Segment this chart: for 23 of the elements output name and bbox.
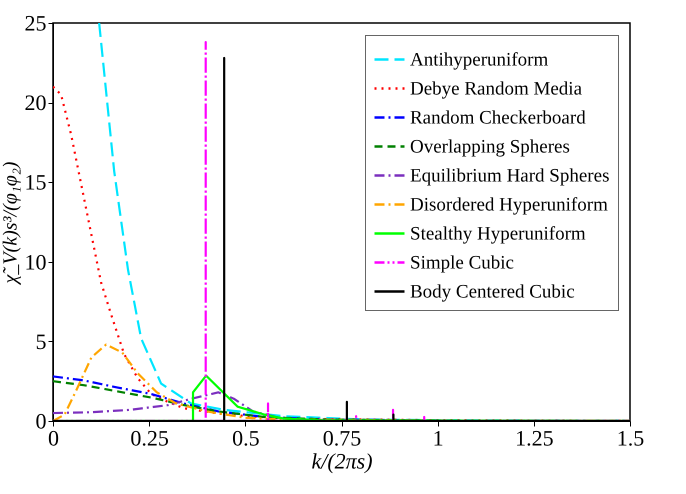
- legend-label: Stealthy Hyperuniform: [410, 224, 586, 244]
- x-tick-label: 1: [432, 426, 444, 450]
- y-axis-title: χ̃_V(k)s³/(φ₁φ₂): [0, 161, 22, 286]
- x-axis-title: k/(2πs): [311, 448, 373, 474]
- y-tick-label: 10: [24, 249, 46, 274]
- y-tick-label: 20: [24, 90, 46, 116]
- x-tick-label: 1.5: [616, 426, 644, 450]
- y-tick-label: 15: [24, 170, 46, 195]
- legend-label: Debye Random Media: [410, 78, 583, 100]
- y-tick-label: 0: [36, 408, 46, 434]
- x-tick-label: 0.5: [232, 426, 260, 450]
- legend-label: Body Centered Cubic: [410, 282, 575, 302]
- legend-label: Random Checkerboard: [410, 108, 586, 128]
- x-tick-label: 1.25: [515, 426, 554, 450]
- legend-label: Equilibrium Hard Spheres: [410, 166, 610, 186]
- legend-label: Simple Cubic: [410, 252, 514, 274]
- x-tick-label: 0.75: [322, 426, 362, 450]
- legend-label: Disordered Hyperuniform: [410, 194, 608, 216]
- y-tick-label: 5: [36, 328, 46, 354]
- legend-label: Overlapping Spheres: [410, 136, 570, 158]
- x-tick-label: 0.25: [130, 426, 169, 450]
- y-tick-label: 25: [24, 10, 46, 36]
- legend-label: Antihyperuniform: [410, 50, 548, 70]
